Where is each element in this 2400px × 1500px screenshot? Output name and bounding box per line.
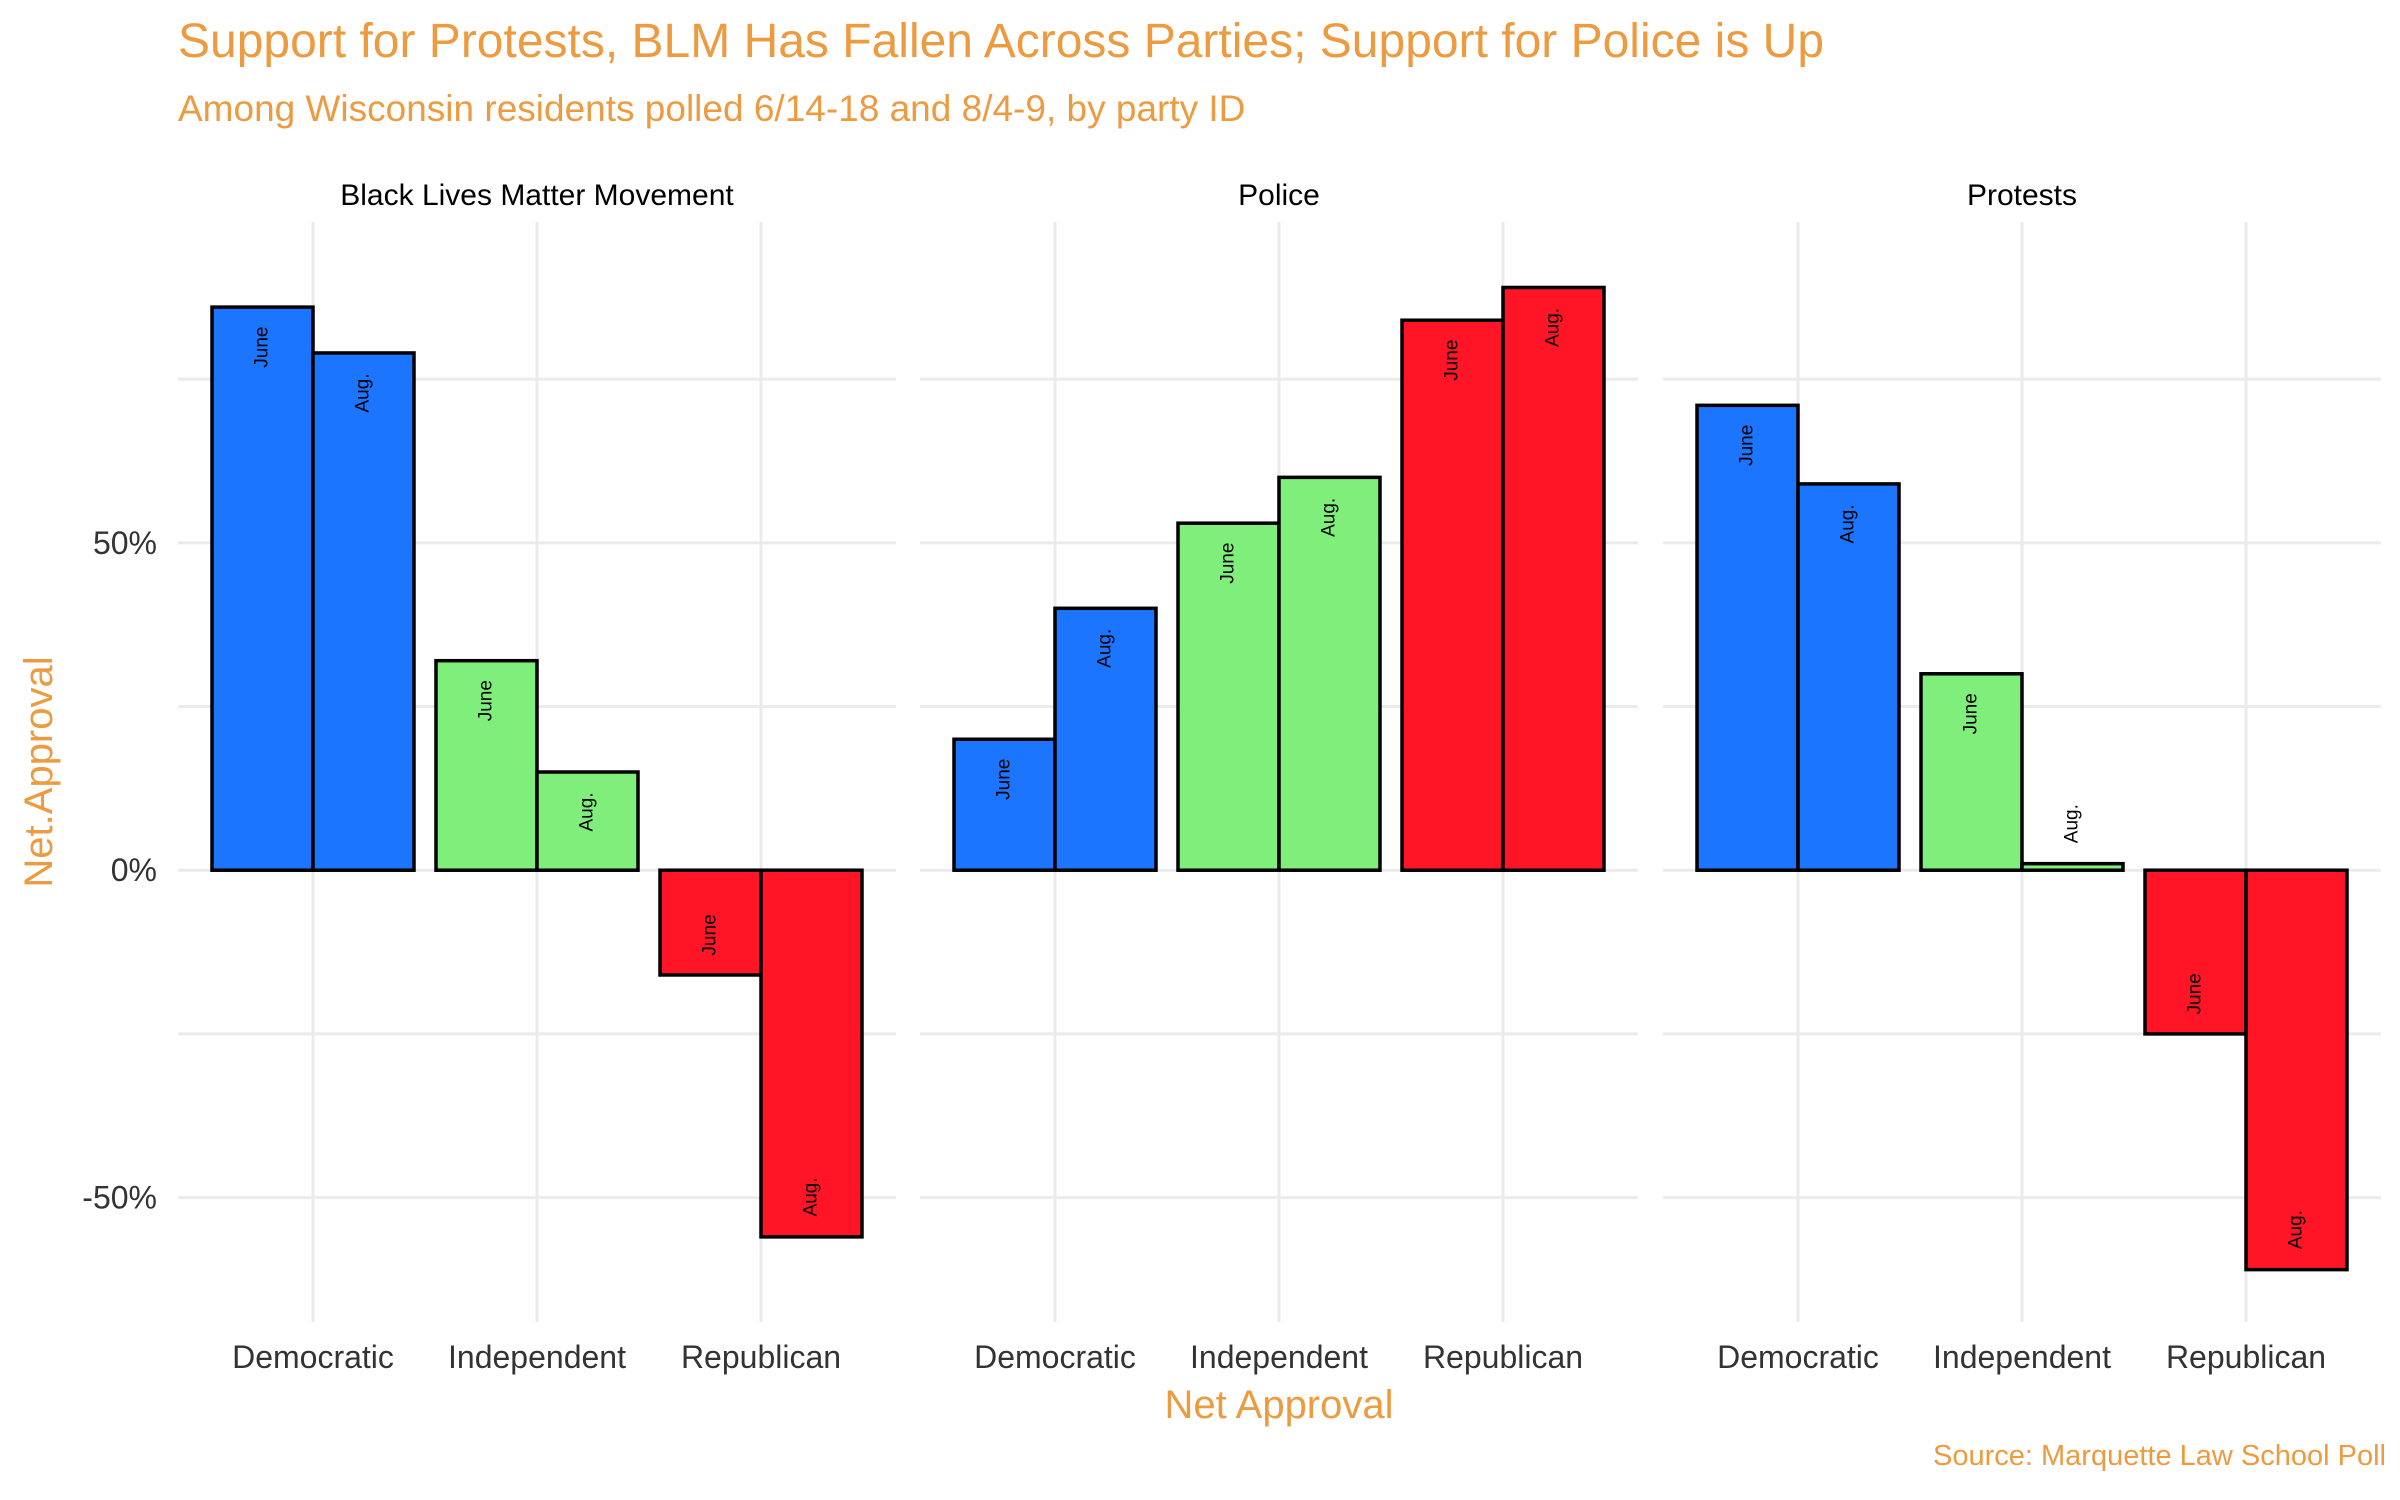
x-tick-label: Independent — [448, 1339, 626, 1375]
bar-label: Aug. — [353, 373, 374, 412]
bar-republican-aug — [2244, 868, 2349, 1272]
bar-democratic-june — [210, 305, 315, 872]
bar-label: Aug. — [1319, 498, 1340, 537]
bar-republican-aug — [759, 868, 864, 1239]
x-axis-title: Net Approval — [1164, 1383, 1393, 1427]
x-tick-label: Democratic — [232, 1339, 394, 1375]
bar-independent-june — [434, 658, 539, 872]
bar-independent-aug — [1277, 475, 1382, 872]
bar-label: Aug. — [1543, 308, 1564, 347]
bar-label: June — [252, 327, 273, 368]
bar-democratic-aug — [311, 351, 416, 872]
y-tick-label: -50% — [82, 1180, 157, 1216]
bar-democratic-aug — [1053, 606, 1158, 872]
bar-label: Aug. — [2062, 804, 2083, 843]
x-tick-label: Democratic — [1717, 1339, 1879, 1375]
panel-police: Police June Aug. Democratic June Aug. Independ… — [920, 179, 1638, 1375]
panel-protests: Protests June Aug. Democratic June Aug. Indepe… — [1663, 179, 2381, 1375]
y-axis-title: Net.Approval — [17, 656, 61, 887]
bar-independent-june — [1919, 672, 2024, 872]
x-tick-label: Republican — [681, 1339, 841, 1375]
bar-independent-aug — [2020, 861, 2125, 872]
bar-republican-june — [2143, 868, 2248, 1036]
x-tick-label: Independent — [1190, 1339, 1368, 1375]
panel-black-lives-matter-movement: Black Lives Matter Movement June Aug. Democ… — [178, 179, 896, 1375]
bar-label: June — [476, 680, 497, 721]
bar-republican-aug — [1501, 285, 1606, 872]
bar-label: Aug. — [801, 1177, 822, 1216]
bar-label: Aug. — [1095, 629, 1116, 668]
chart-subtitle: Among Wisconsin residents polled 6/14-18… — [178, 88, 1246, 129]
x-tick-label: Republican — [1423, 1339, 1583, 1375]
bar-label: June — [1737, 425, 1758, 466]
x-tick-label: Independent — [1933, 1339, 2111, 1375]
bar-label: June — [994, 759, 1015, 800]
x-tick-label: Democratic — [974, 1339, 1136, 1375]
panel-strip-label: Protests — [1967, 179, 2077, 212]
x-tick-label: Republican — [2166, 1339, 2326, 1375]
bar-label: Aug. — [1838, 504, 1859, 543]
bar-independent-june — [1176, 521, 1281, 872]
bar-label: Aug. — [2286, 1210, 2307, 1249]
y-tick-label: 50% — [93, 525, 157, 561]
panel-strip-label: Police — [1238, 179, 1320, 212]
faceted-bar-chart: Black Lives Matter Movement June Aug. Democ… — [17, 179, 2381, 1427]
bar-independent-aug — [535, 770, 640, 872]
chart-title: Support for Protests, BLM Has Fallen Acr… — [178, 15, 1825, 68]
bar-label: June — [1961, 693, 1982, 734]
bar-label: Aug. — [577, 792, 598, 831]
source-caption: Source: Marquette Law School Poll — [1933, 1440, 2386, 1472]
bar-democratic-june — [1695, 403, 1800, 872]
bar-label: June — [1442, 340, 1463, 381]
bar-republican-june — [1400, 318, 1505, 872]
bar-label: June — [1218, 543, 1239, 584]
bar-democratic-aug — [1796, 482, 1901, 872]
panel-strip-label: Black Lives Matter Movement — [340, 179, 734, 212]
bar-label: June — [700, 914, 721, 955]
bar-republican-june — [658, 868, 763, 977]
bar-label: June — [2185, 973, 2206, 1014]
y-tick-label: 0% — [111, 852, 157, 888]
